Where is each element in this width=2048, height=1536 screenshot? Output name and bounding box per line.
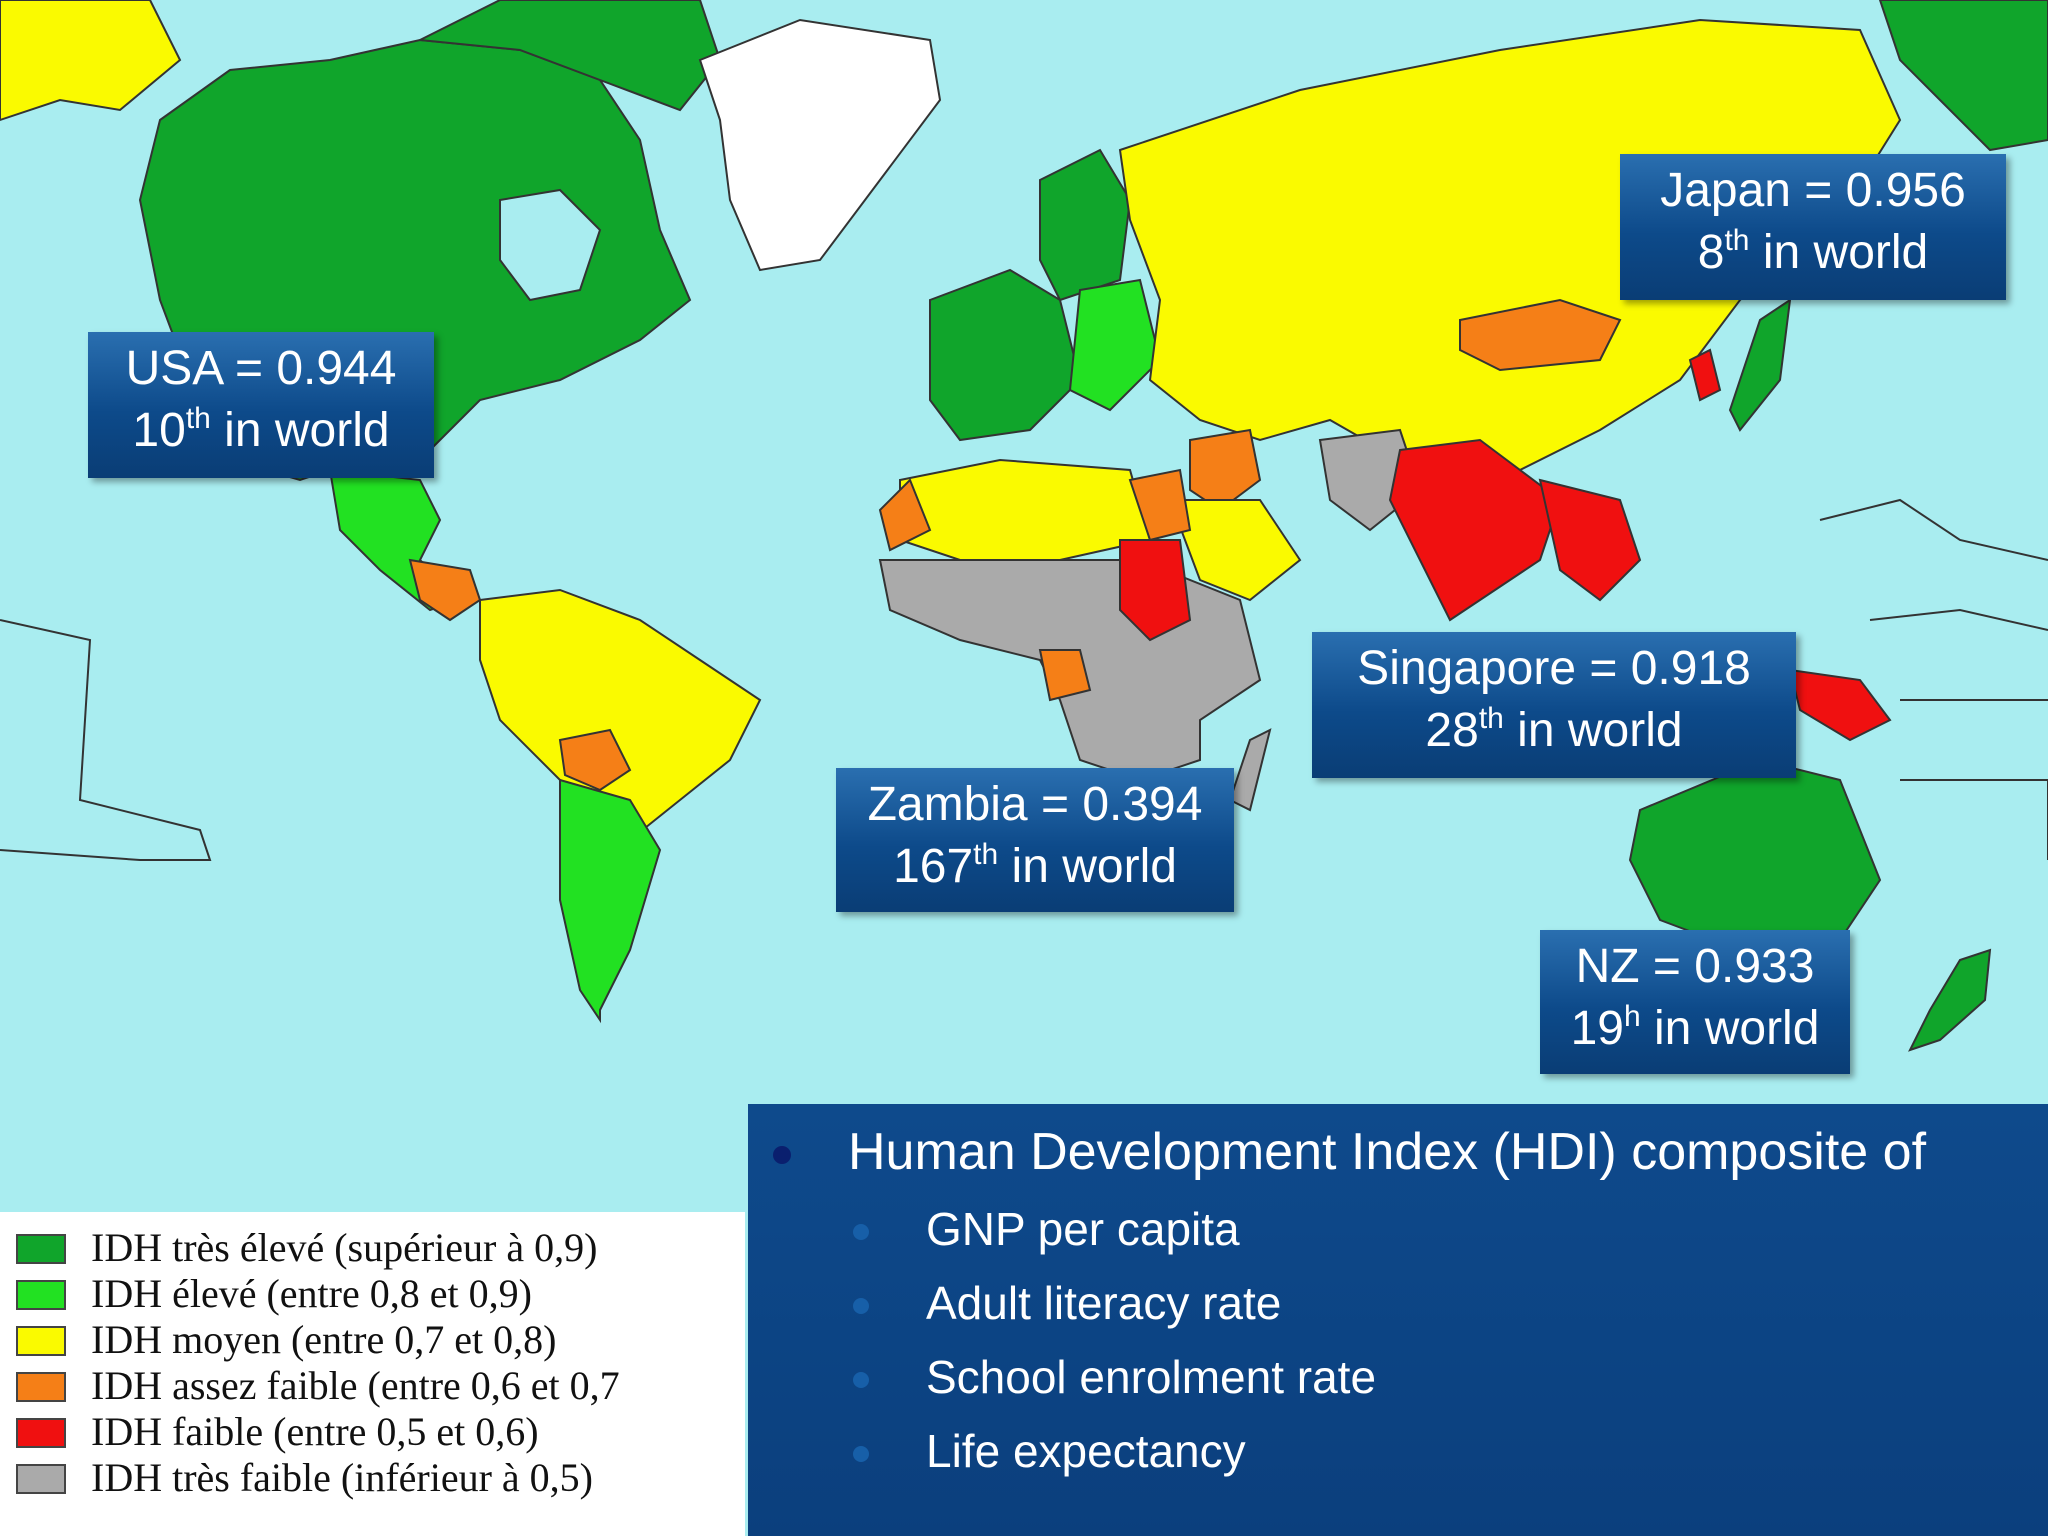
- pacific-outline-right: [1819, 498, 2048, 860]
- legend-swatch: [16, 1280, 66, 1310]
- middle-east-orange: [1189, 428, 1262, 512]
- alaska-region: [0, 0, 182, 122]
- sub-bullet-icon: [853, 1372, 869, 1388]
- hdi-component: Life expectancy: [926, 1425, 1246, 1477]
- callout-singapore-rank: 28th in world: [1425, 702, 1683, 758]
- russia-asia: [1118, 18, 1902, 482]
- europe-east: [1068, 278, 1162, 412]
- bolivia: [558, 728, 632, 792]
- central-america: [408, 558, 482, 622]
- far-east-green: [1878, 0, 2048, 152]
- southeast-asia: [1538, 478, 1642, 602]
- hdi-title: Human Development Index (HDI) composite …: [848, 1123, 1927, 1181]
- legend-swatch: [16, 1372, 66, 1402]
- legend-label: IDH élevé (entre 0,8 et 0,9): [91, 1271, 532, 1316]
- callout-nz-rank: 19h in world: [1570, 1000, 1820, 1056]
- callout-japan: Japan = 0.956 8th in world: [1620, 154, 2006, 300]
- sub-bullet-icon: [853, 1446, 869, 1462]
- callout-nz-value: NZ = 0.933: [1575, 940, 1815, 993]
- japan: [1728, 297, 1792, 432]
- legend-label: IDH très faible (inférieur à 0,5): [91, 1455, 593, 1500]
- africa-west-orange: [878, 478, 932, 552]
- egypt: [1128, 468, 1192, 542]
- callout-usa-rank: 10th in world: [132, 402, 390, 458]
- map-legend: IDH très élevé (supérieur à 0,9) IDH éle…: [0, 1212, 745, 1536]
- mongolia: [1459, 298, 1622, 372]
- sub-bullet-icon: [853, 1224, 869, 1240]
- south-america-north: [479, 588, 762, 842]
- bullet-icon: [773, 1146, 791, 1164]
- hdi-composite-box: Human Development Index (HDI) composite …: [748, 1104, 2048, 1536]
- legend-label: IDH assez faible (entre 0,6 et 0,7: [91, 1363, 620, 1408]
- callout-zambia-rank: 167th in world: [893, 838, 1177, 894]
- callout-singapore: Singapore = 0.918 28th in world: [1312, 632, 1796, 778]
- callout-zambia-value: Zambia = 0.394: [867, 778, 1203, 831]
- pacific-outline-left: [0, 619, 212, 861]
- legend-swatch: [16, 1464, 66, 1494]
- legend-label: IDH faible (entre 0,5 et 0,6): [91, 1409, 539, 1454]
- india: [1388, 438, 1562, 622]
- legend-label: IDH moyen (entre 0,7 et 0,8): [91, 1317, 557, 1362]
- hdi-component: GNP per capita: [926, 1203, 1240, 1255]
- congo-orange: [1038, 649, 1092, 702]
- callout-usa-value: USA = 0.944: [125, 342, 397, 395]
- callout-nz: NZ = 0.933 19h in world: [1540, 930, 1850, 1074]
- south-america-south: [559, 778, 662, 1024]
- europe-north: [1039, 148, 1132, 302]
- callout-usa: USA = 0.944 10th in world: [88, 332, 434, 478]
- sub-bullet-icon: [853, 1298, 869, 1314]
- north-africa: [899, 458, 1152, 561]
- arabia: [1168, 499, 1302, 602]
- legend-swatch: [16, 1234, 66, 1264]
- callout-japan-value: Japan = 0.956: [1660, 164, 1966, 217]
- hdi-component: School enrolment rate: [926, 1351, 1377, 1403]
- hudson-bay: [499, 188, 602, 302]
- callout-zambia: Zambia = 0.394 167th in world: [836, 768, 1234, 912]
- europe-west: [929, 268, 1082, 442]
- legend-swatch: [16, 1326, 66, 1356]
- hdi-component: Adult literacy rate: [926, 1277, 1282, 1329]
- callout-singapore-value: Singapore = 0.918: [1357, 642, 1751, 695]
- north-korea: [1688, 348, 1722, 402]
- canada-islands: [416, 0, 722, 112]
- new-zealand: [1908, 948, 1992, 1052]
- papua: [1788, 668, 1892, 742]
- sudan: [1119, 539, 1192, 642]
- madagascar: [1228, 728, 1272, 812]
- legend-label: IDH très élevé (supérieur à 0,9): [91, 1225, 598, 1270]
- callout-japan-rank: 8th in world: [1697, 224, 1929, 280]
- greenland: [698, 18, 942, 272]
- legend-swatch: [16, 1418, 66, 1448]
